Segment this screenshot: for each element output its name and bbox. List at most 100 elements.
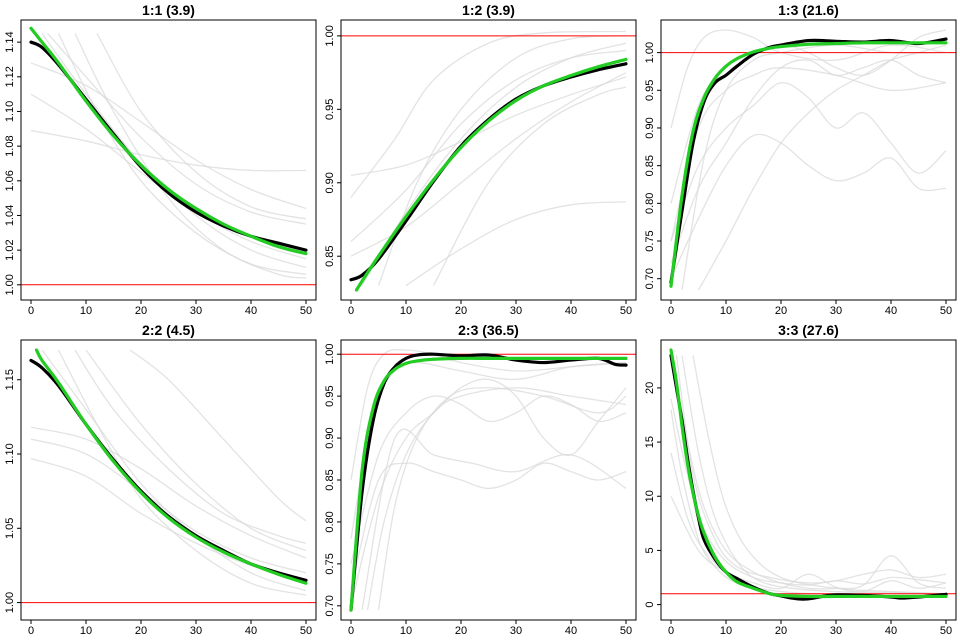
y-tick-label: 0.95 [324,99,336,120]
x-tick-label: 0 [28,625,34,637]
x-tick-label: 20 [455,625,467,637]
y-tick-label: 1.00 [324,343,336,364]
fitted-curve [34,348,308,585]
y-tick-label: 0.85 [324,246,336,267]
panel-title: 2:3 (36.5) [458,322,519,338]
x-tick-label: 10 [400,305,412,317]
background-curve-8 [96,33,307,220]
panel-1: 1:1 (3.9) 0 10 20 30 40 50 1.00 1.02 1.04 1.06 1.08… [4,2,317,317]
background-curve-5 [57,33,307,276]
background-curve-6 [670,67,947,242]
x-tick-label: 40 [565,625,577,637]
background-curve-4 [41,349,307,592]
plot-frame [20,19,317,301]
y-tick-label: 0.80 [324,511,336,532]
plot-area [341,349,636,612]
x-tick-label: 30 [190,625,202,637]
y-tick-label: 1.06 [4,170,16,191]
background-curve-7 [47,33,307,225]
x-tick-label: 10 [400,625,412,637]
plot-frame [340,19,637,301]
y-tick-label: 1.10 [4,443,16,464]
background-curve-4 [366,387,627,611]
x-tick-label: 20 [775,625,787,637]
background-curve-6 [74,349,307,544]
plot-area [341,30,636,292]
fitted-curve [669,348,948,599]
y-tick-label: 0.90 [324,172,336,193]
x-tick-label: 30 [830,305,842,317]
panel-title: 1:3 (21.6) [778,2,839,18]
x-tick-label: 50 [940,305,952,317]
panel-2: 1:2 (3.9) 0 10 20 30 40 50 0.85 0.90 0.95 1.00 [324,2,637,317]
background-curve-1 [350,462,627,590]
y-tick-label: 0.80 [644,193,656,214]
background-curve-8 [361,428,627,611]
y-tick-label: 10 [644,490,656,502]
x-tick-label: 50 [940,625,952,637]
x-tick-label: 0 [668,305,674,317]
plot-frame [660,339,957,621]
x-tick-label: 30 [830,625,842,637]
x-tick-label: 30 [190,305,202,317]
y-tick-label: 0.85 [324,469,336,490]
y-tick-label: 0.90 [324,427,336,448]
plot-area [661,29,956,291]
x-tick-label: 10 [720,305,732,317]
background-curve-8 [681,44,947,291]
panel-title: 1:2 (3.9) [462,2,515,18]
panel-title: 3:3 (27.6) [778,322,839,338]
background-curve-4 [697,44,947,291]
y-tick-label: 20 [644,382,656,394]
background-curve-3 [30,438,307,574]
x-tick-label: 50 [300,305,312,317]
plot-area [661,348,956,601]
y-tick-label: 0.75 [324,553,336,574]
panel-6: 3:3 (27.6) 0 10 20 30 40 50 0 5 10 15 20 [644,322,957,637]
fitted-curve [29,26,308,256]
background-curve-3 [670,133,947,279]
background-curve-4 [361,42,627,286]
y-tick-label: 1.00 [324,25,336,46]
background-curve-5 [57,349,307,596]
x-tick-label: 0 [348,305,354,317]
background-curve-7 [432,86,627,286]
background-curve-5 [670,29,947,129]
background-curve-3 [675,355,947,584]
background-curve-1 [30,426,307,559]
fitted-curve [354,57,628,292]
fitted-curve [349,356,628,612]
y-tick-label: 15 [644,436,656,448]
background-curve-8 [350,30,627,198]
x-tick-label: 50 [620,305,632,317]
background-curve-2 [670,355,947,590]
y-tick-label: 5 [644,547,656,553]
x-tick-label: 50 [300,625,312,637]
x-tick-label: 0 [668,625,674,637]
y-tick-label: 1.10 [4,101,16,122]
plot-area [21,26,316,286]
y-tick-label: 0.70 [324,595,336,616]
y-tick-label: 1.14 [4,31,16,52]
background-curve-8 [670,495,947,593]
y-tick-label: 1.05 [4,518,16,539]
background-curve-1 [30,129,307,172]
y-tick-label: 1.12 [4,66,16,87]
background-curve-6 [377,387,627,611]
x-tick-label: 40 [245,625,257,637]
background-curve-5 [681,355,947,595]
background-curve-5 [350,72,627,257]
y-tick-label: 1.15 [4,369,16,390]
panel-3: 1:3 (21.6) 0 10 20 30 40 50 0.70 0.75 0.80 0.85 0.9… [644,2,957,317]
y-tick-label: 1.00 [644,42,656,63]
background-curve-7 [692,355,947,595]
background-curve-7 [129,349,307,522]
background-curve-3 [30,93,307,260]
y-tick-label: 0.70 [644,268,656,289]
y-tick-label: 1.00 [4,592,16,613]
x-tick-label: 20 [775,305,787,317]
x-tick-label: 40 [885,625,897,637]
panel-title: 1:1 (3.9) [142,2,195,18]
x-tick-label: 40 [565,305,577,317]
